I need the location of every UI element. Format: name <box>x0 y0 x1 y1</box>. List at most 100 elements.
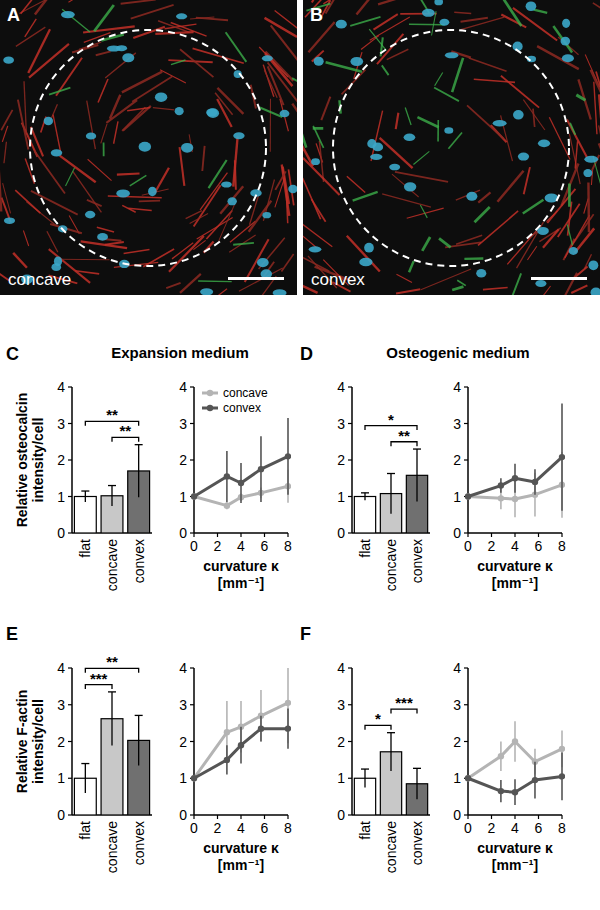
y-tick <box>464 386 468 387</box>
legend-label: concave <box>223 386 268 400</box>
category-label: convex <box>409 821 425 865</box>
category-label: concave <box>104 539 120 591</box>
fiber <box>303 220 317 248</box>
fiber <box>599 94 600 125</box>
category-label: flat <box>77 821 93 840</box>
nucleus <box>273 289 287 295</box>
cell-body <box>420 205 427 218</box>
category-label-group: flat <box>357 539 373 558</box>
y-tick-label: 2 <box>337 452 345 468</box>
x-tick-label: 6 <box>535 538 543 554</box>
y-tick-label: 2 <box>57 734 65 750</box>
legend-marker <box>207 390 213 396</box>
x-label-line: curvature κ <box>477 840 553 856</box>
x-label: curvature κ[mm⁻¹] <box>203 840 279 873</box>
x-label-line: curvature κ <box>203 840 279 856</box>
cell-body <box>382 65 389 75</box>
nucleus <box>257 258 269 267</box>
y-tick <box>68 532 72 533</box>
y-tick-label: 4 <box>179 660 187 676</box>
fiber <box>303 178 321 219</box>
y-tick-label: 4 <box>453 379 461 395</box>
fiber <box>575 141 577 168</box>
nucleus <box>562 19 570 28</box>
y-tick-label: 1 <box>453 770 461 786</box>
significance-bracket: *** <box>85 670 112 689</box>
error-line <box>390 474 391 514</box>
error-line <box>138 445 139 498</box>
fiber <box>469 58 507 71</box>
nucleus <box>155 92 167 101</box>
plot-area <box>465 403 565 517</box>
significance-bracket: ** <box>85 406 138 425</box>
y-tick <box>348 386 352 387</box>
significance-label: * <box>388 411 394 428</box>
fiber <box>271 25 297 62</box>
error-cap <box>413 768 421 769</box>
series <box>191 668 291 781</box>
fiber <box>478 211 518 246</box>
y-label-line: intensity/cell <box>30 699 46 784</box>
significance-bracket: * <box>365 411 417 430</box>
category-label-group: concave <box>383 821 399 873</box>
cell-body <box>413 151 429 164</box>
nucleus <box>314 57 324 66</box>
nucleus <box>389 164 400 171</box>
y-label-group: Relative osteocalcinintensity/cell <box>14 393 46 528</box>
cell-body <box>94 5 114 31</box>
fiber <box>166 283 180 288</box>
fiber <box>599 143 600 176</box>
y-tick-label: 4 <box>337 379 345 395</box>
x-tick <box>467 533 468 537</box>
panel-letter: B <box>310 5 323 25</box>
y-label: Relative osteocalcinintensity/cell <box>14 393 46 528</box>
y-tick-label: 4 <box>57 660 65 676</box>
cell-body <box>103 142 105 156</box>
chart-bar: F01234flatconcaveconvex**** <box>300 624 430 873</box>
fiber <box>171 23 207 37</box>
y-tick <box>68 386 72 387</box>
y-tick-label: 3 <box>179 697 187 713</box>
nucleus <box>176 13 187 19</box>
fiber <box>21 0 40 14</box>
legend-marker <box>207 405 213 411</box>
image-background <box>0 0 297 295</box>
fiber <box>497 171 523 202</box>
y-tick-label: 2 <box>179 452 187 468</box>
plot-area <box>191 668 291 781</box>
fiber <box>571 285 587 293</box>
nucleus <box>51 149 62 156</box>
y-tick-label: 3 <box>453 416 461 432</box>
error-cap <box>108 691 116 692</box>
marker <box>559 746 565 752</box>
cell-body <box>439 238 451 247</box>
nucleus <box>288 185 297 193</box>
error-cap <box>108 485 116 486</box>
fiber <box>264 70 277 98</box>
cell-body <box>292 78 297 92</box>
fiber <box>392 174 419 197</box>
x-label-line: [mm⁻¹] <box>492 575 538 591</box>
pattern-outline <box>30 30 266 266</box>
cell-body <box>313 127 324 130</box>
x-tick-label: 8 <box>284 820 292 836</box>
x-label: curvature κ[mm⁻¹] <box>203 558 279 591</box>
fiber <box>217 88 243 114</box>
x-tick <box>467 815 468 819</box>
fiber <box>194 185 221 226</box>
cell-body <box>448 132 462 148</box>
fiber <box>527 246 536 260</box>
significance-label: *** <box>90 670 108 687</box>
error-bar <box>81 491 89 502</box>
marker <box>512 475 518 481</box>
fiber <box>326 0 354 14</box>
nucleus <box>538 140 550 148</box>
cell-body <box>405 107 411 125</box>
fiber <box>233 137 237 187</box>
x-tick-label: 4 <box>511 820 519 836</box>
marker <box>224 502 230 508</box>
error-bar <box>413 449 421 502</box>
fiber <box>101 124 107 144</box>
y-tick-label: 3 <box>453 697 461 713</box>
fiber <box>396 113 399 129</box>
